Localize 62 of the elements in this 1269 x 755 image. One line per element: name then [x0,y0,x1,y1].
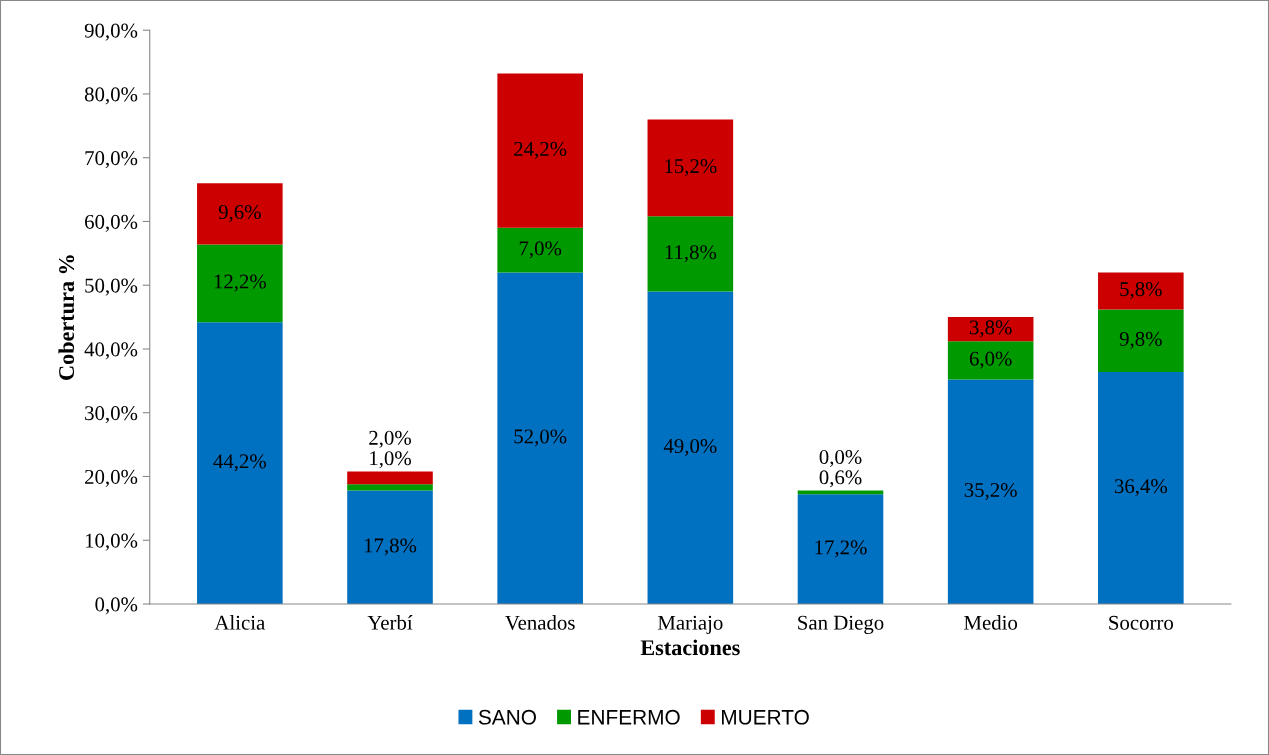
data-label: 3,8% [969,320,1012,338]
data-label: 9,8% [1119,331,1162,349]
x-tick-label: Venados [505,615,575,630]
bar [647,216,734,292]
data-label: 5,8% [1120,282,1162,300]
data-label: 1,0% [370,451,411,469]
x-axis-title: Estaciones [640,639,740,656]
data-label: 17,2% [815,540,867,558]
bar [197,244,283,323]
bar [497,272,583,604]
data-label: 52,0% [514,429,567,447]
x-tick-label: Medio [964,615,1018,630]
data-label: 9,6% [218,204,261,223]
data-label: 0,0% [819,449,862,467]
x-tick-label: San Diego [798,615,884,634]
data-label: 17,8% [364,538,417,556]
bar [197,183,283,245]
data-label: 24,2% [514,141,567,159]
data-label: 12,2% [214,274,267,292]
data-label: 2,0% [369,430,411,448]
y-tick-label: 30,0% [85,406,138,424]
y-tick-label: 0,0% [95,597,138,615]
bar [797,494,884,604]
bar [347,471,433,485]
y-tick-label: 50,0% [85,278,138,296]
y-tick-label: 70,0% [85,151,138,169]
legend-label: SANO [478,709,536,725]
y-tick-label: 90,0% [84,23,138,41]
bar [647,291,734,604]
bar [947,317,1034,342]
data-label: 36,4% [1114,479,1168,497]
bar [1098,371,1184,604]
bar [1098,272,1184,310]
y-tick-label: 80,0% [84,87,138,105]
bar [497,73,583,228]
y-tick-label: 10,0% [85,533,138,551]
legend-label: ENFERMO [578,709,680,725]
x-tick-label: Alicia [214,615,266,630]
bar [947,379,1034,604]
y-tick-label: 20,0% [85,469,138,487]
bar [347,490,433,604]
bar [197,322,283,604]
bar [1098,309,1184,372]
bar [647,119,734,217]
bar [497,227,583,273]
data-label: 44,2% [213,454,267,472]
data-label: 0,6% [819,470,862,488]
bar [947,341,1034,380]
x-tick-label: Mariajo [657,615,723,634]
legend-label: MUERTO [722,709,809,725]
y-tick-label: 60,0% [85,214,138,232]
data-label: 11,8% [665,245,717,263]
data-label: 15,2% [665,159,717,177]
x-tick-label: Yerbí [367,615,413,630]
y-axis-title: Cobertura % [58,255,75,380]
y-tick-label: 40,0% [84,342,138,360]
data-label: 35,2% [964,482,1017,500]
bar [347,484,433,491]
x-tick-label: Socorro [1109,615,1174,630]
data-label: 6,0% [969,351,1012,369]
data-label: 7,0% [519,241,562,259]
data-label: 49,0% [663,438,717,457]
